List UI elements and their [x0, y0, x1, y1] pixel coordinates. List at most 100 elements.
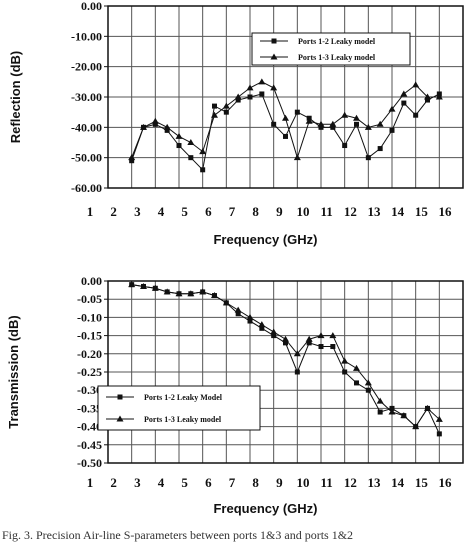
- x-tick-label: 6: [205, 204, 212, 219]
- y-axis-title: Transmission (dB): [6, 315, 21, 428]
- data-point-square: [318, 124, 324, 130]
- y-tick-label: -0.45: [77, 438, 102, 452]
- data-point-triangle: [270, 328, 278, 335]
- data-point-square: [401, 100, 407, 106]
- data-point-square: [259, 91, 265, 97]
- x-tick-label: 16: [439, 204, 453, 219]
- legend-marker-triangle: [270, 53, 278, 60]
- transmission-chart: 0.00 -0.05 -0.10 -0.15 -0.20 -0.25 -0.30 -0.35 -…: [6, 274, 464, 516]
- data-point-square: [318, 344, 324, 350]
- data-point-triangle: [412, 423, 420, 430]
- data-point-triangle: [151, 284, 159, 291]
- data-point-triangle: [364, 379, 372, 386]
- data-point-square: [164, 127, 170, 133]
- legend-label-2: Ports 1-3 Leaky model: [144, 415, 222, 424]
- data-point-square: [176, 143, 182, 149]
- data-point-square: [129, 158, 135, 164]
- figure-caption: Fig. 3. Precision Air-line S-parameters …: [2, 528, 354, 542]
- data-point-triangle: [329, 332, 337, 339]
- y-tick-label: -50.00: [71, 151, 102, 165]
- data-point-square: [283, 133, 288, 139]
- data-point-triangle: [246, 313, 254, 320]
- x-tick-label: 7: [229, 475, 236, 490]
- data-point-square: [247, 318, 253, 324]
- x-tick-label: 16: [439, 475, 453, 490]
- x-tick-label: 3: [134, 475, 141, 490]
- data-point-square: [294, 369, 300, 375]
- data-point-triangle: [128, 154, 136, 161]
- x-tick-label: 2: [110, 204, 117, 219]
- data-point-square: [342, 369, 348, 375]
- y-tick-label: -0.40: [77, 420, 102, 434]
- y-tick-label: -0.50: [77, 456, 102, 470]
- data-point-triangle: [400, 90, 408, 97]
- data-point-square: [365, 387, 371, 393]
- data-point-square: [377, 409, 383, 415]
- data-point-square: [377, 146, 383, 152]
- data-point-square: [436, 431, 442, 437]
- data-point-square: [259, 325, 265, 331]
- data-point-square: [283, 340, 288, 346]
- data-point-triangle: [246, 84, 254, 91]
- x-tick-label: 10: [297, 204, 310, 219]
- x-tick-label: 9: [276, 204, 283, 219]
- data-point-triangle: [353, 364, 360, 371]
- x-tick-label: 11: [321, 475, 333, 490]
- x-tick-label: 8: [252, 204, 259, 219]
- data-point-triangle: [211, 292, 218, 299]
- data-point-triangle: [388, 105, 396, 112]
- x-tick-label: 9: [276, 475, 283, 490]
- x-tick-label: 2: [110, 475, 117, 490]
- x-tick-label: 4: [158, 475, 165, 490]
- reflection-chart: 0.00 -10.00 -20.00 -30.00 -40.00 -50.00 -60.00…: [8, 0, 464, 247]
- data-point-triangle: [376, 120, 384, 127]
- data-point-triangle: [364, 123, 372, 130]
- data-point-triangle: [128, 281, 136, 288]
- data-point-square: [212, 103, 217, 109]
- data-point-triangle: [412, 81, 420, 88]
- data-point-square: [342, 143, 348, 149]
- data-point-square: [330, 344, 336, 350]
- data-point-triangle: [270, 84, 278, 91]
- data-point-square: [365, 155, 371, 161]
- x-tick-label: 15: [415, 204, 429, 219]
- data-point-triangle: [341, 111, 349, 118]
- y-tick-label: -30.00: [71, 90, 102, 104]
- x-tick-label: 14: [391, 204, 405, 219]
- data-point-square: [271, 333, 277, 339]
- data-point-triangle: [234, 93, 242, 100]
- data-point-triangle: [435, 93, 443, 100]
- data-point-triangle: [187, 290, 195, 297]
- data-point-square: [294, 109, 300, 115]
- legend-label-1: Ports 1-2 Leaky model: [298, 37, 376, 46]
- data-point-triangle: [376, 397, 384, 404]
- data-point-triangle: [293, 350, 301, 357]
- legend-label-1: Ports 1-2 Leaky Model: [144, 393, 223, 402]
- y-axis-title: Reflection (dB): [8, 51, 23, 143]
- data-point-triangle: [163, 123, 171, 130]
- data-point-square: [200, 167, 206, 173]
- data-point-square: [188, 155, 194, 161]
- data-point-triangle: [293, 154, 301, 161]
- data-point-triangle: [234, 306, 242, 313]
- y-tick-label: -60.00: [71, 181, 102, 195]
- data-point-triangle: [305, 117, 313, 124]
- x-tick-label: 13: [368, 204, 382, 219]
- x-tick-label: 12: [344, 475, 357, 490]
- data-point-triangle: [187, 139, 195, 145]
- data-point-triangle: [424, 404, 431, 411]
- data-point-triangle: [282, 114, 289, 121]
- plot-frame: [107, 5, 464, 189]
- data-point-triangle: [258, 78, 266, 85]
- data-point-triangle: [282, 335, 289, 342]
- data-point-triangle: [329, 120, 337, 127]
- x-tick-label: 14: [391, 475, 405, 490]
- legend-box: [251, 32, 411, 66]
- y-tick-label: -40.00: [71, 120, 102, 134]
- y-tick-label: 0.00: [81, 274, 102, 288]
- x-tick-label: 12: [344, 204, 357, 219]
- data-point-triangle: [353, 114, 360, 121]
- data-point-triangle: [140, 123, 147, 130]
- x-tick-label: 1: [87, 204, 94, 219]
